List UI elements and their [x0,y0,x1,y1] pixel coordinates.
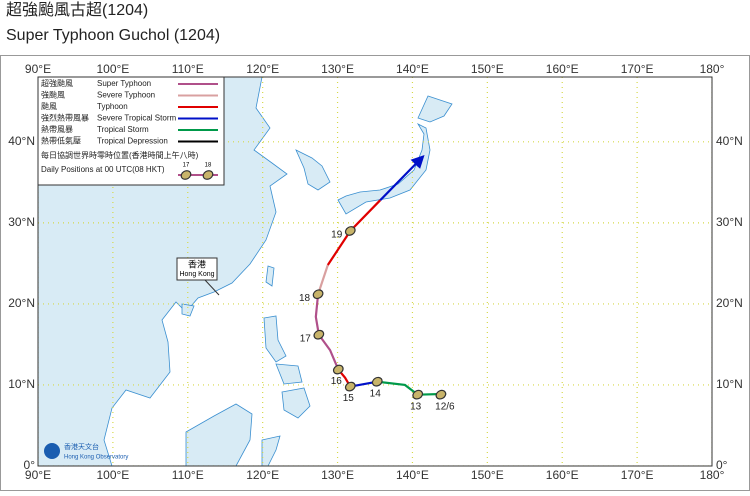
lon-label-bottom: 130°E [321,468,354,482]
lat-label-right: 30°N [716,215,743,229]
lat-label-left: 20°N [8,296,35,310]
lon-label-top: 100°E [96,62,129,76]
place-box [176,257,218,281]
legend-en: Super Typhoon [97,79,151,88]
title-zh: 超強颱風古超(1204) [6,1,148,19]
daily-position [344,381,356,392]
legend-sample-label: 17 [183,163,190,169]
visayas [275,363,303,385]
place-zh: 香港 [188,258,206,269]
legend-daily-zh: 每日協調世界時零時位置(香港時間上午八時) [41,150,199,160]
track-segment [317,264,329,295]
daily-position [371,376,383,387]
position-label: 13 [410,401,422,412]
daily-position [180,170,192,180]
daily-position [344,226,356,236]
title-en: Super Typhoon Guchol (1204) [6,27,220,44]
lat-label-right: 40°N [716,134,743,148]
place-pointer [204,279,220,296]
lon-label-bottom: 140°E [396,468,429,482]
logo-en: Hong Kong Observatory [64,455,128,461]
legend-en: Severe Typhoon [97,91,155,100]
place-en: Hong Kong [179,271,214,278]
lon-label-top: 130°E [321,62,354,76]
taiwan [265,265,275,287]
hong-kong-label: 香港 Hong Kong [176,257,220,296]
position-label: 19 [331,230,343,241]
lat-label-right: 0° [716,458,728,472]
lon-label-bottom: 120°E [246,468,279,482]
logo-zh: 香港天文台 [64,442,99,451]
lon-label-top: 90°E [25,62,51,76]
legend-zh: 強烈熱帶風暴 [41,113,89,123]
position-label: 12/6 [435,401,455,412]
lon-label-bottom: 90°E [25,468,51,482]
daily-position [312,289,324,300]
lon-label-bottom: 150°E [471,468,504,482]
hainan [181,303,195,317]
lon-label-top: 180° [700,62,725,76]
lat-label-right: 10°N [716,377,743,391]
legend-en: Tropical Depression [97,137,168,146]
plot-frame [37,76,713,467]
legend-en: Severe Tropical Storm [97,114,176,123]
legend-zh: 強颱風 [41,90,65,100]
lon-label-top: 170°E [621,62,654,76]
daily-position [313,329,325,340]
position-label: 18 [299,293,311,304]
track-segment [377,380,447,396]
logo: 香港天文台 Hong Kong Observatory [44,442,128,461]
legend-zh: 熱帶風暴 [41,124,73,134]
position-label: 17 [300,333,312,344]
lat-label-left: 10°N [8,377,35,391]
daily-position [202,170,214,180]
legend-zh: 熱帶低氣壓 [41,136,81,146]
lat-label-left: 0° [24,458,36,472]
hokkaido [417,95,453,123]
position-label: 15 [343,393,355,404]
lon-label-top: 150°E [471,62,504,76]
borneo [185,403,253,466]
position-label: 16 [331,376,343,387]
korea [295,149,331,191]
legend-en: Typhoon [97,102,128,111]
luzon [263,315,287,363]
lat-label-right: 20°N [716,296,743,310]
lon-label-bottom: 100°E [96,468,129,482]
logo-mark [44,443,60,459]
lon-label-bottom: 160°E [546,468,579,482]
mindanao [281,387,311,419]
lon-label-top: 140°E [396,62,429,76]
legend-daily-en: Daily Positions at 00 UTC(08 HKT) [41,165,165,174]
lon-label-bottom: 180° [700,468,725,482]
legend-zh: 超強颱風 [41,78,73,88]
lon-label-top: 160°E [546,62,579,76]
lon-label-top: 110°E [172,62,204,76]
legend: 超強颱風 Super Typhoon 強颱風 Severe Typhoon 颱風 Typh… [37,76,225,186]
position-label: 14 [370,388,382,399]
legend-sample-label: 18 [205,163,212,169]
track-segment [379,154,425,201]
lat-label-left: 30°N [8,215,35,229]
legend-zh: 颱風 [41,102,57,111]
legend-en: Tropical Storm [97,125,149,134]
lat-label-left: 40°N [8,134,35,148]
lon-label-top: 120°E [246,62,279,76]
lon-label-bottom: 110°E [172,468,204,482]
sulawesi [261,435,281,466]
lon-label-bottom: 170°E [621,468,654,482]
daily-position [435,389,447,400]
daily-position [412,389,424,400]
daily-position [332,364,344,375]
